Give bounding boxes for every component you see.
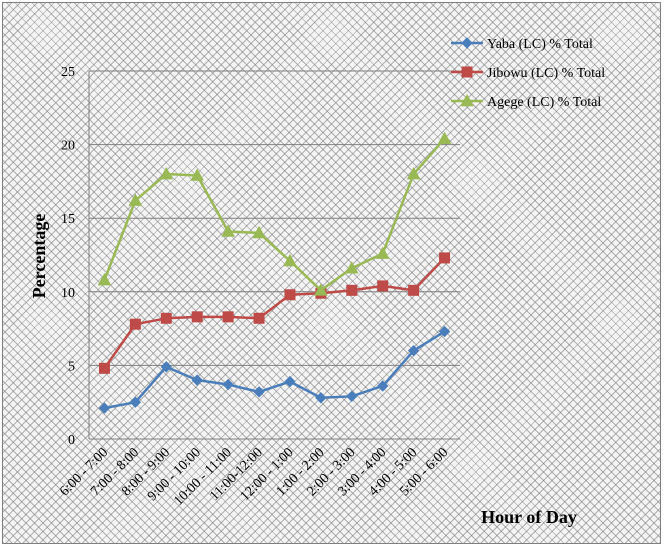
legend-label: Jibowu (LC) % Total <box>487 66 605 81</box>
data-point <box>160 312 172 324</box>
data-point <box>190 168 205 181</box>
data-point <box>408 284 420 296</box>
data-point <box>439 252 451 264</box>
series-1 <box>98 325 451 414</box>
data-point <box>222 311 234 323</box>
legend-entry: Yaba (LC) % Total <box>451 37 593 52</box>
data-point <box>375 246 390 259</box>
plot-background <box>89 71 460 439</box>
data-point <box>253 386 265 398</box>
legend-label: Yaba (LC) % Total <box>487 37 593 52</box>
plot-area <box>89 71 460 439</box>
y-axis-title: Percentage <box>29 214 49 299</box>
data-point <box>377 280 389 292</box>
line-chart: 0 5 10 15 20 25 6:00 - 7:007:00 - 8:008:00 - … <box>29 37 605 527</box>
y-tick-label: 10 <box>61 286 75 301</box>
data-point <box>159 167 174 180</box>
data-point <box>377 380 389 392</box>
data-point <box>221 224 235 237</box>
legend-entry: Jibowu (LC) % Total <box>451 66 605 81</box>
data-point <box>283 253 297 267</box>
data-point <box>407 344 420 357</box>
series-3 <box>97 131 452 296</box>
data-point <box>284 289 296 301</box>
x-axis-title: Hour of Day <box>481 507 577 527</box>
y-tick-label: 15 <box>61 212 75 227</box>
data-point <box>406 167 421 180</box>
y-tick-label: 0 <box>68 433 75 448</box>
data-point <box>129 318 141 330</box>
data-point <box>438 325 451 338</box>
data-point <box>437 131 452 145</box>
series-layer <box>97 131 452 414</box>
y-tick-label: 25 <box>61 65 75 80</box>
data-point <box>160 361 172 373</box>
data-point <box>344 261 359 274</box>
data-point <box>314 283 328 296</box>
gridlines <box>88 70 460 440</box>
y-tick-label: 20 <box>61 139 75 154</box>
data-point <box>191 374 203 386</box>
y-axis-ticks: 0 5 10 15 20 25 <box>61 65 75 448</box>
data-point <box>128 193 143 206</box>
data-point <box>346 284 358 296</box>
legend: Yaba (LC) % Total Jibowu (LC) % Total Ageg… <box>451 37 605 110</box>
data-point <box>346 390 358 403</box>
data-point <box>98 402 111 414</box>
legend-swatch-marker <box>460 93 474 107</box>
data-point <box>98 362 110 374</box>
data-point <box>129 396 142 408</box>
x-axis-ticks: 6:00 - 7:007:00 - 8:008:00 - 9:009:00 - … <box>57 445 451 509</box>
legend-label: Agege (LC) % Total <box>487 95 601 110</box>
series-line <box>104 330 446 410</box>
y-tick-label: 5 <box>68 359 75 374</box>
data-point <box>253 312 265 324</box>
data-point <box>97 272 112 286</box>
legend-swatch-marker <box>461 66 473 78</box>
data-point <box>284 375 296 388</box>
legend-entry: Agege (LC) % Total <box>451 93 601 110</box>
data-point <box>252 225 266 239</box>
data-point <box>222 378 234 391</box>
legend-swatch-marker <box>461 37 473 49</box>
data-point <box>191 311 203 323</box>
data-point <box>315 392 327 404</box>
